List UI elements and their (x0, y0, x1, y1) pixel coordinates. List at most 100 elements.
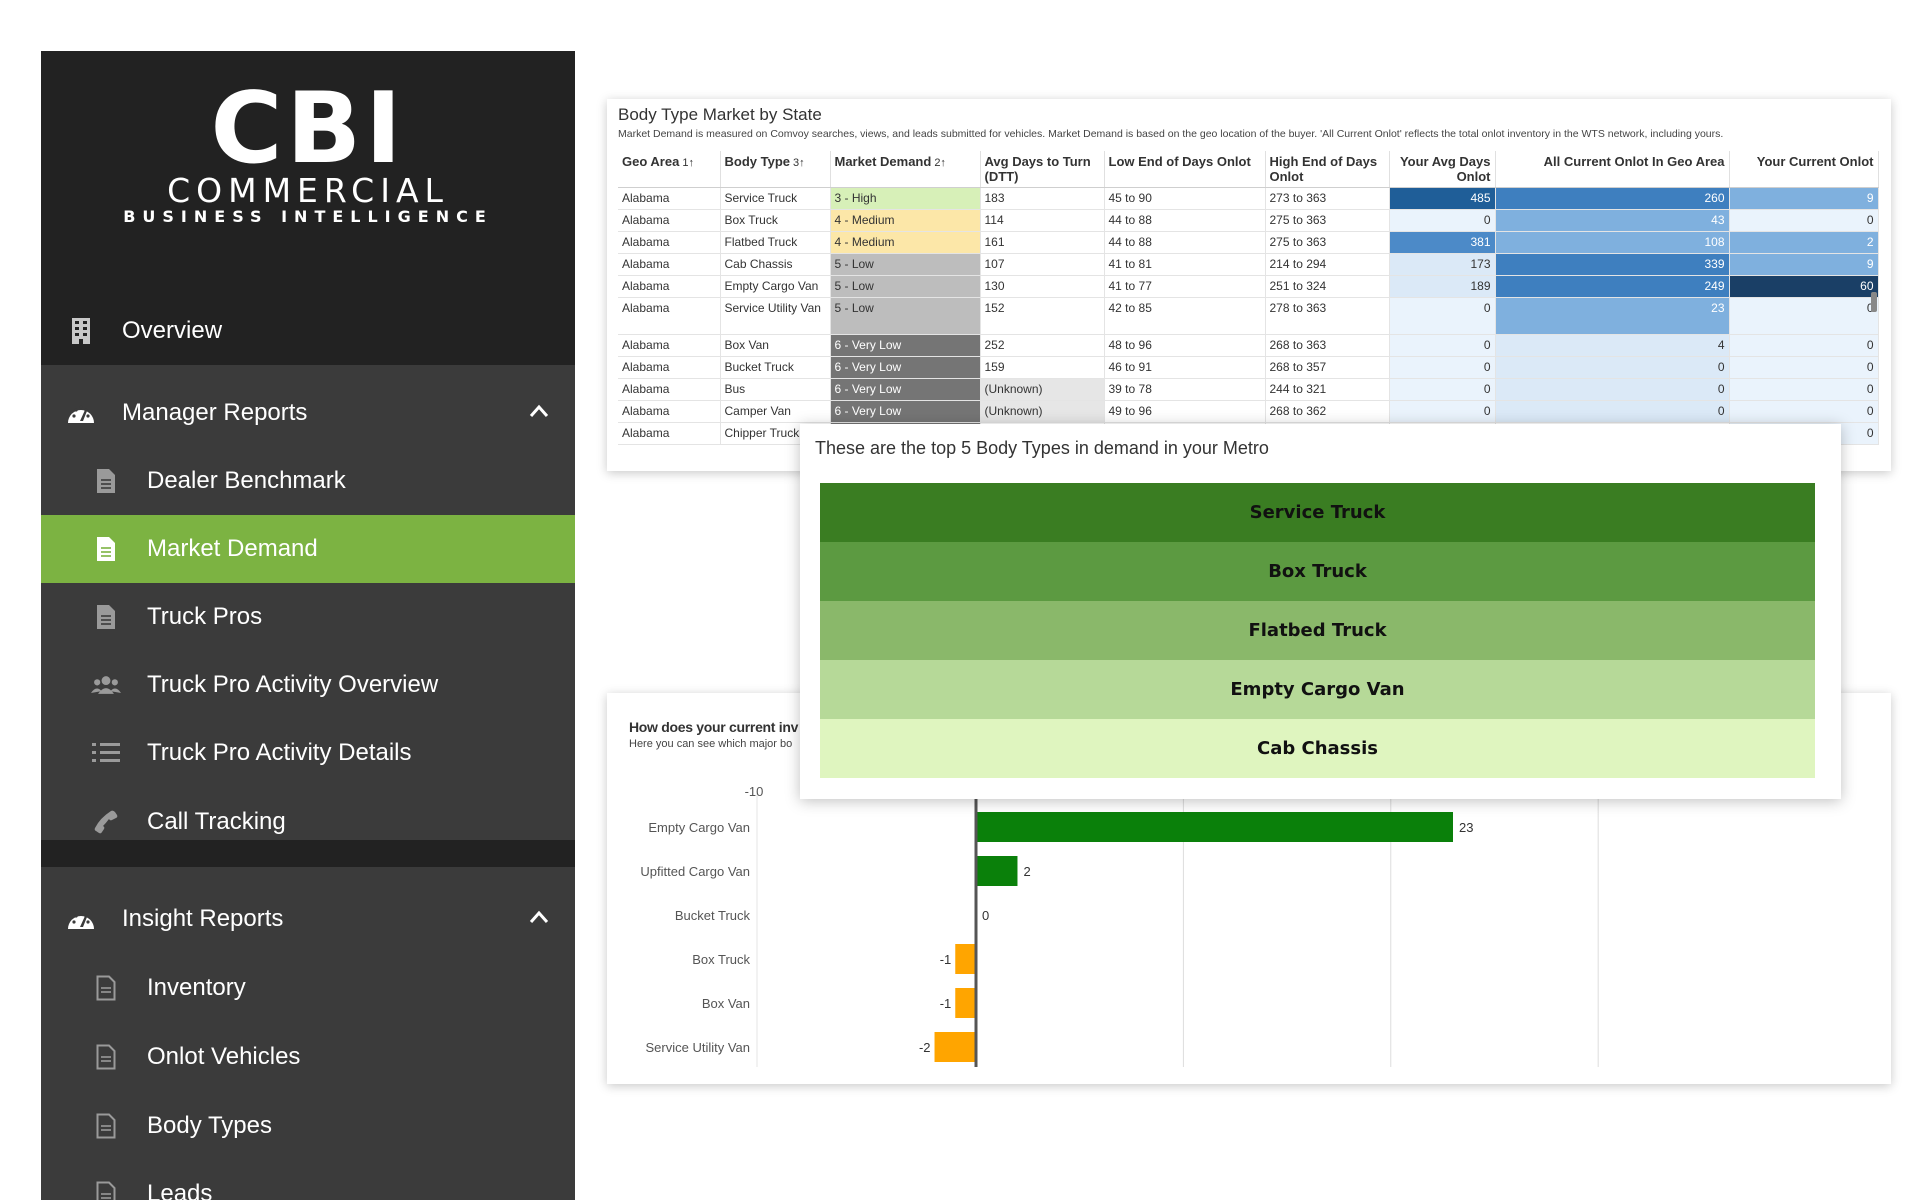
column-header[interactable]: Low End of Days Onlot (1104, 151, 1266, 188)
table-row[interactable]: Alabama Bus 6 - Very Low (Unknown) 39 to 78 2… (618, 378, 1879, 401)
column-header[interactable]: Avg Days to Turn (DTT) (980, 151, 1105, 188)
table-cell-high: 244 to 321 (1265, 378, 1390, 401)
table-cell-demand: 3 - High (830, 187, 981, 210)
table-row[interactable]: Alabama Camper Van 6 - Very Low (Unknown) 49… (618, 400, 1879, 423)
table-cell-body: Cab Chassis (720, 253, 831, 276)
document-outline-icon (91, 1179, 121, 1200)
table-cell-all-onlot: 0 (1495, 400, 1730, 423)
logo-mark: CBI (210, 72, 406, 186)
column-header-label: Avg Days to Turn (DTT) (984, 154, 1091, 184)
list-icon (91, 738, 121, 768)
sort-indicator[interactable]: 2↑ (934, 157, 946, 169)
sidebar-item-body-types[interactable]: Body Types (41, 1092, 575, 1160)
table-cell-your-onlot: 0 (1729, 297, 1879, 335)
top5-item[interactable]: Box Truck (820, 542, 1815, 601)
table-cell-geo: Alabama (618, 334, 721, 357)
table-row[interactable]: Alabama Box Truck 4 - Medium 114 44 to 88 275… (618, 209, 1879, 232)
sidebar-item-market-demand[interactable]: Market Demand (41, 515, 575, 583)
table-cell-dtt: 107 (980, 253, 1105, 276)
table-cell-body: Service Utility Van (720, 297, 831, 335)
table-cell-dtt: 159 (980, 356, 1105, 379)
chevron-up-icon[interactable] (529, 401, 549, 421)
top5-item[interactable]: Empty Cargo Van (820, 660, 1815, 719)
bar[interactable] (955, 944, 976, 974)
table-cell-body: Camper Van (720, 400, 831, 423)
sidebar-item-onlot-vehicles[interactable]: Onlot Vehicles (41, 1023, 575, 1091)
table-cell-your-onlot: 0 (1729, 334, 1879, 357)
column-header-label: Market Demand (834, 154, 932, 169)
table-cell-demand: 5 - Low (830, 253, 981, 276)
table-row[interactable]: Alabama Service Truck 3 - High 183 45 to 90 2… (618, 187, 1879, 210)
bar[interactable] (976, 856, 1018, 886)
section-insight-reports[interactable]: Insight Reports (41, 885, 575, 953)
table-cell-your-onlot: 0 (1729, 356, 1879, 379)
dashboard-icon (66, 904, 96, 934)
column-header[interactable]: Market Demand 2↑ (830, 151, 981, 188)
table-cell-dtt: 183 (980, 187, 1105, 210)
table-row[interactable]: Alabama Flatbed Truck 4 - Medium 161 44 to 8… (618, 231, 1879, 254)
bar[interactable] (955, 988, 976, 1018)
table-row[interactable]: Alabama Box Van 6 - Very Low 252 48 to 96 268… (618, 334, 1879, 357)
table-cell-all-onlot: 339 (1495, 253, 1730, 276)
column-header[interactable]: Geo Area 1↑ (618, 151, 721, 188)
table-cell-geo: Alabama (618, 187, 721, 210)
top5-item[interactable]: Flatbed Truck (820, 601, 1815, 660)
table-cell-body: Box Truck (720, 209, 831, 232)
users-icon (91, 670, 121, 700)
table-scrollbar[interactable] (1871, 292, 1877, 312)
table-row[interactable]: Alabama Service Utility Van 5 - Low 152 42 t… (618, 297, 1879, 335)
sidebar-item-inventory[interactable]: Inventory (41, 954, 575, 1022)
table-cell-body: Bucket Truck (720, 356, 831, 379)
sidebar-item-call-tracking[interactable]: Call Tracking (41, 788, 575, 856)
section-manager-reports[interactable]: Manager Reports (41, 379, 575, 447)
sidebar-item-truck-pro-activity-details[interactable]: Truck Pro Activity Details (41, 719, 575, 787)
column-header-label: Your Current Onlot (1756, 154, 1874, 169)
chevron-up-icon[interactable] (529, 907, 549, 927)
table-cell-low: 39 to 78 (1104, 378, 1266, 401)
sort-indicator[interactable]: 1↑ (682, 157, 694, 169)
column-header[interactable]: Your Current Onlot (1729, 151, 1879, 188)
column-header-label: Your Avg Days Onlot (1399, 154, 1491, 184)
table-cell-all-onlot: 0 (1495, 378, 1730, 401)
sidebar-item-label: Truck Pro Activity Details (147, 739, 412, 766)
sidebar-item-dealer-benchmark[interactable]: Dealer Benchmark (41, 447, 575, 515)
table-cell-your-onlot: 0 (1729, 400, 1879, 423)
top5-item[interactable]: Service Truck (820, 483, 1815, 542)
sidebar-item-truck-pro-activity-overview[interactable]: Truck Pro Activity Overview (41, 651, 575, 719)
table-cell-geo: Alabama (618, 253, 721, 276)
table-cell-high: 268 to 362 (1265, 400, 1390, 423)
table-cell-demand: 5 - Low (830, 275, 981, 298)
column-header[interactable]: All Current Onlot In Geo Area (1495, 151, 1730, 188)
column-header-label: High End of Days Onlot (1269, 154, 1378, 184)
column-header[interactable]: High End of Days Onlot (1265, 151, 1390, 188)
table-cell-high: 275 to 363 (1265, 231, 1390, 254)
table-cell-your-avg: 485 (1389, 187, 1496, 210)
table-cell-demand: 6 - Very Low (830, 334, 981, 357)
logo-tagline: BUSINESS INTELLIGENCE (123, 207, 493, 226)
sidebar-item-truck-pros[interactable]: Truck Pros (41, 583, 575, 651)
sidebar-item-overview[interactable]: Overview (41, 297, 575, 365)
top5-item[interactable]: Cab Chassis (820, 719, 1815, 778)
sidebar-item-label: Truck Pro Activity Overview (147, 671, 439, 698)
sidebar-item-leads[interactable]: Leads (41, 1160, 575, 1200)
table-row[interactable]: Alabama Cab Chassis 5 - Low 107 41 to 81 214 … (618, 253, 1879, 276)
category-label: Empty Cargo Van (648, 820, 750, 835)
bar[interactable] (934, 1032, 976, 1062)
section-divider (41, 840, 575, 867)
table-cell-your-avg: 0 (1389, 209, 1496, 232)
table-cell-body: Flatbed Truck (720, 231, 831, 254)
table-cell-high: 251 to 324 (1265, 275, 1390, 298)
panel-subtitle: Market Demand is measured on Comvoy sear… (618, 128, 1724, 140)
top5-body-types-panel: These are the top 5 Body Types in demand… (800, 424, 1841, 799)
sort-indicator[interactable]: 3↑ (793, 157, 805, 169)
bar[interactable] (976, 812, 1453, 842)
data-label: -1 (940, 996, 952, 1011)
market-table: Geo Area 1↑ Body Type 3↑ Market Demand 2↑ Avg … (618, 151, 1879, 445)
column-header[interactable]: Body Type 3↑ (720, 151, 831, 188)
column-header[interactable]: Your Avg Days Onlot (1389, 151, 1496, 188)
table-row[interactable]: Alabama Empty Cargo Van 5 - Low 130 41 to 77… (618, 275, 1879, 298)
table-cell-low: 49 to 96 (1104, 400, 1266, 423)
table-row[interactable]: Alabama Bucket Truck 6 - Very Low 159 46 to … (618, 356, 1879, 379)
table-cell-your-onlot: 9 (1729, 187, 1879, 210)
